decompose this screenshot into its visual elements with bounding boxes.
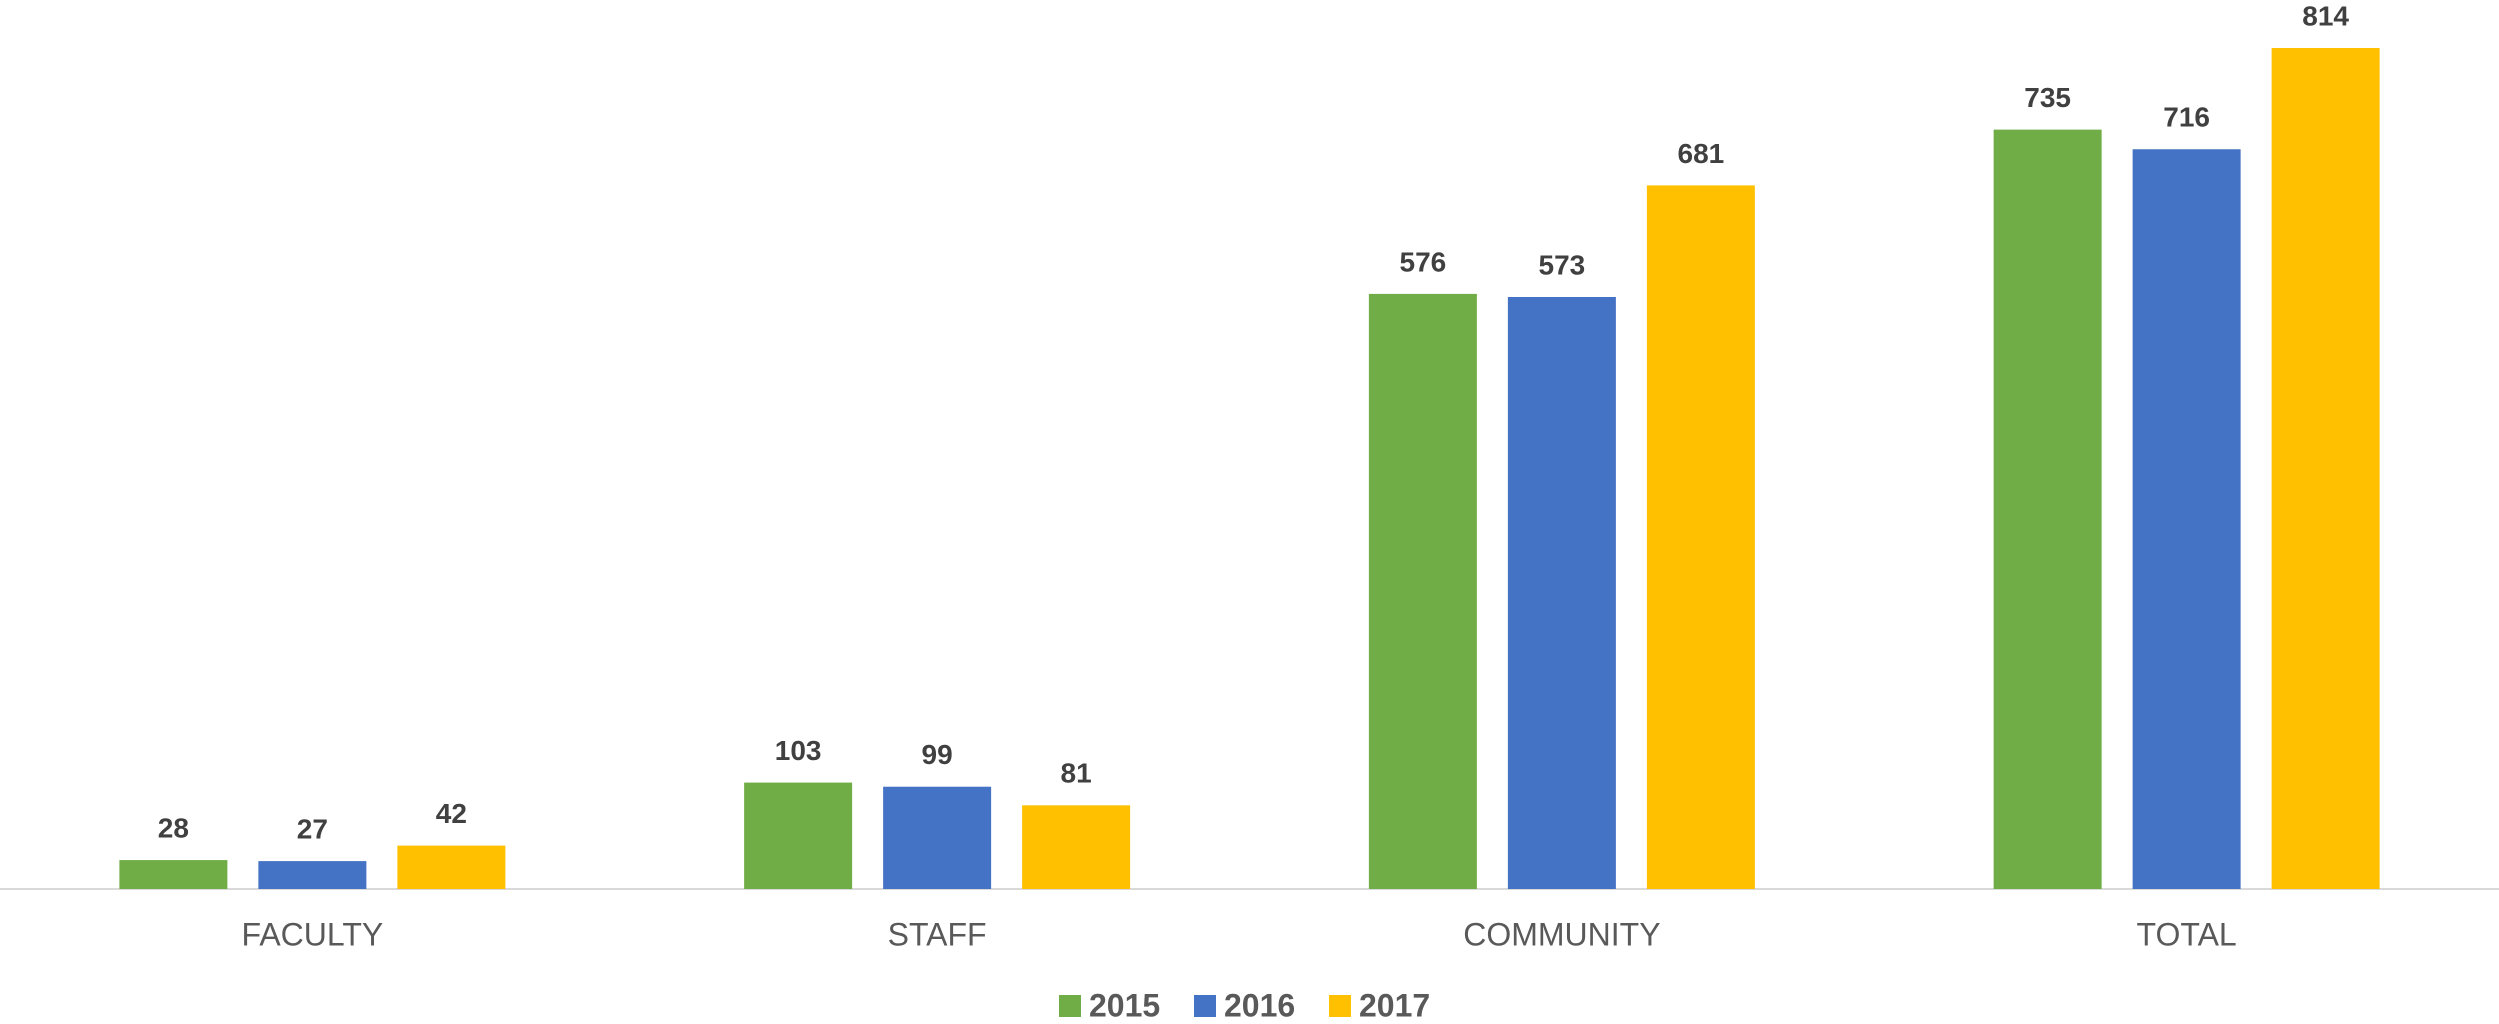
x-tick-label: TOTAL bbox=[2137, 916, 2237, 952]
data-label: 42 bbox=[436, 798, 467, 829]
bar bbox=[1022, 805, 1131, 889]
x-tick-label: STAFF bbox=[888, 916, 987, 952]
bar bbox=[883, 786, 992, 889]
bar bbox=[119, 860, 228, 889]
data-label: 681 bbox=[1678, 138, 1725, 169]
bar bbox=[1507, 296, 1616, 889]
data-label: 716 bbox=[2163, 102, 2210, 133]
data-label: 81 bbox=[1061, 758, 1092, 789]
legend-swatch bbox=[1059, 995, 1081, 1017]
data-label: 814 bbox=[2302, 0, 2349, 31]
bar bbox=[2132, 149, 2241, 889]
data-label: 576 bbox=[1400, 246, 1447, 277]
data-label: 735 bbox=[2024, 82, 2071, 113]
bar bbox=[258, 861, 367, 889]
legend-swatch bbox=[1329, 995, 1351, 1017]
legend-label: 2016 bbox=[1224, 987, 1295, 1023]
bar bbox=[1646, 185, 1755, 889]
legend-label: 2015 bbox=[1089, 987, 1160, 1023]
bar bbox=[397, 845, 506, 889]
x-tick-label: FACULTY bbox=[242, 916, 384, 952]
bar bbox=[744, 782, 853, 889]
legend-swatch bbox=[1194, 995, 1216, 1017]
data-label: 103 bbox=[775, 735, 822, 766]
legend-label: 2017 bbox=[1359, 987, 1430, 1023]
data-label: 28 bbox=[158, 812, 189, 843]
data-label: 99 bbox=[922, 739, 953, 770]
bar bbox=[2271, 48, 2380, 889]
x-tick-label: COMMUNITY bbox=[1463, 916, 1660, 952]
bar bbox=[1993, 129, 2102, 890]
bar bbox=[1368, 293, 1477, 889]
data-label: 573 bbox=[1539, 249, 1586, 280]
data-label: 27 bbox=[297, 813, 328, 844]
